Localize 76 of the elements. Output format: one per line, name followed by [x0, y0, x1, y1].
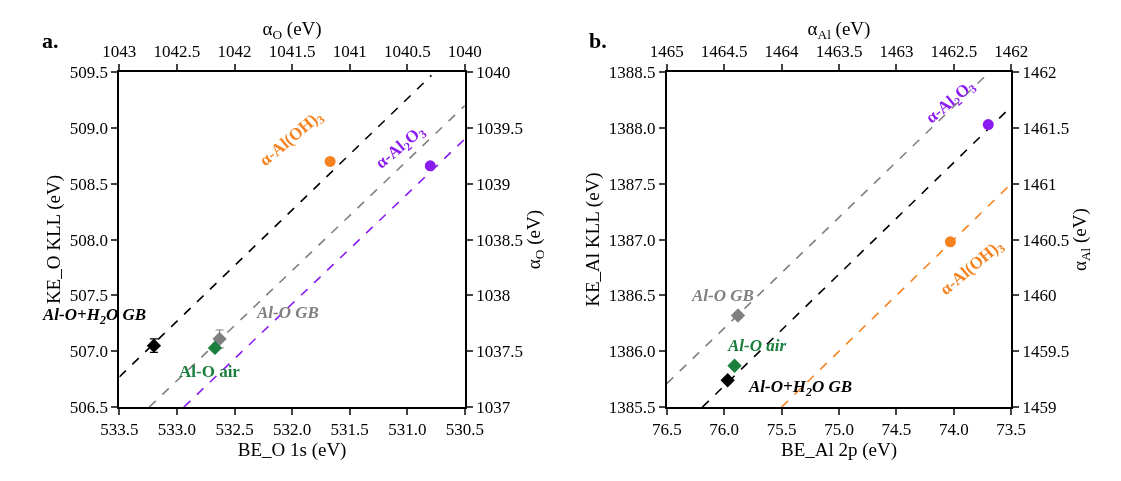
x2-tick-label: 1040.5: [383, 42, 431, 62]
x2-tick-label: 1043: [102, 42, 137, 62]
x-axis-title: BE_Al 2p (eV): [780, 439, 898, 462]
y-tick-label: 509.0: [69, 118, 108, 138]
x-tick-label: 530.5: [445, 420, 484, 440]
y2-tick-label: 1038.5: [476, 230, 523, 250]
point: [730, 308, 746, 323]
x-tick-label: 75.0: [824, 420, 854, 440]
y-tick-label: 507.0: [69, 342, 108, 362]
x2-tick-label: 1040: [447, 42, 482, 62]
y2-tick-label: 1459: [1022, 398, 1057, 418]
x-tick-label: 533.0: [157, 420, 197, 440]
point: [720, 373, 735, 388]
x2-tick-label: 1042: [217, 42, 252, 62]
y-tick-label: 1386.0: [608, 342, 656, 362]
x-tick-label: 76.0: [709, 420, 740, 440]
y-tick-label: 509.5: [69, 62, 108, 82]
point: [324, 155, 336, 167]
point: [424, 160, 436, 172]
x-tick-label: 533.5: [100, 420, 139, 440]
y2-tick-label: 1038: [476, 286, 511, 306]
y-tick-label: 507.5: [69, 286, 108, 306]
y2-tick-label: 1459.5: [1022, 342, 1070, 362]
y-tick-label: 1386.5: [608, 286, 656, 306]
x2-axis-title: α$_{Al}$ (eV): [807, 17, 871, 42]
point: [982, 119, 994, 131]
y-tick-label: 1387.0: [608, 230, 656, 250]
y-tick-label: 1385.5: [608, 398, 656, 418]
x2-tick-label: 1464.5: [700, 42, 748, 62]
series-label: Al-O air: [179, 362, 241, 381]
x-axis-title: BE_O 1s (eV): [237, 439, 347, 462]
x-tick-label: 531.0: [388, 420, 427, 440]
x-tick-label: 532.0: [272, 420, 312, 440]
y-axis-title: KE_Al KLL (eV): [582, 172, 604, 307]
x-tick-label: 74.0: [938, 420, 969, 440]
x2-tick-label: 1462.5: [930, 42, 978, 62]
chart-title: b.: [589, 28, 607, 53]
text: Al-O GB: [256, 303, 319, 322]
point: [207, 340, 223, 356]
y2-tick-label: 1461: [1022, 174, 1057, 194]
y2-tick-label: 1039.5: [476, 118, 523, 138]
x2-tick-label: 1042.5: [153, 42, 201, 62]
y2-tick-label: 1039: [476, 174, 511, 194]
x-tick-label: 74.5: [881, 420, 912, 440]
y-tick-label: 1388.0: [608, 118, 656, 138]
y2-tick-label: 1460: [1022, 286, 1057, 306]
x-tick-label: 73.5: [996, 420, 1027, 440]
x2-axis-title: α$_{O}$ (eV): [262, 17, 322, 42]
point: [727, 358, 742, 373]
x2-tick-label: 1465: [649, 42, 684, 62]
x2-tick-label: 1462: [994, 42, 1029, 62]
y-tick-label: 508.5: [69, 174, 108, 194]
y2-tick-label: 1037: [476, 398, 511, 418]
x2-tick-label: 1464: [764, 42, 800, 62]
chart-title: a.: [42, 28, 59, 53]
x2-tick-label: 1463: [879, 42, 914, 62]
y-tick-label: 1388.5: [608, 62, 656, 82]
y2-tick-label: 1037.5: [476, 342, 523, 362]
x-tick-label: 76.5: [651, 420, 682, 440]
series-label: Al-O+H$_{2}$O GB: [748, 377, 853, 399]
y2-tick-label: 1460.5: [1022, 230, 1070, 250]
x-tick-label: 531.5: [330, 420, 369, 440]
y-tick-label: 506.5: [69, 398, 108, 418]
x2-tick-label: 1041.5: [268, 42, 316, 62]
x-tick-label: 75.5: [766, 420, 797, 440]
y2-tick-label: 1461.5: [1022, 118, 1070, 138]
y-tick-label: 1387.5: [608, 174, 656, 194]
y2-tick-label: 1040: [476, 62, 511, 82]
y-axis-title: KE_O KLL (eV): [43, 175, 66, 305]
series-label: Al-O GB: [691, 286, 754, 305]
y2-tick-label: 1462: [1022, 62, 1057, 82]
series-label: Al-O air: [727, 336, 787, 355]
y-tick-label: 508.0: [69, 230, 108, 250]
x2-tick-label: 1041: [332, 42, 367, 62]
x-tick-label: 532.5: [215, 420, 254, 440]
x2-tick-label: 1463.5: [815, 42, 863, 62]
